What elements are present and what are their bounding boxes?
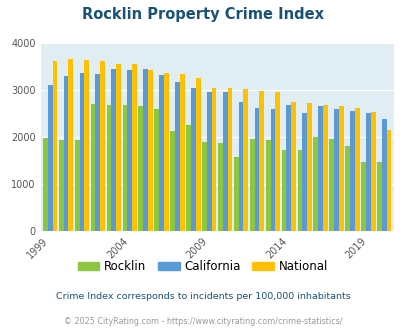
Bar bbox=[370, 112, 375, 231]
Text: © 2025 CityRating.com - https://www.cityrating.com/crime-statistics/: © 2025 CityRating.com - https://www.city… bbox=[64, 317, 341, 326]
Bar bbox=[132, 64, 136, 231]
Bar bbox=[322, 105, 327, 231]
Bar bbox=[249, 139, 254, 231]
Bar bbox=[243, 89, 247, 231]
Bar bbox=[43, 138, 48, 231]
Bar bbox=[170, 131, 175, 231]
Bar bbox=[318, 106, 322, 231]
Bar bbox=[302, 114, 306, 231]
Bar bbox=[195, 78, 200, 231]
Bar bbox=[381, 119, 386, 231]
Bar bbox=[281, 150, 286, 231]
Bar bbox=[217, 143, 222, 231]
Bar bbox=[122, 106, 127, 231]
Bar bbox=[333, 109, 338, 231]
Bar bbox=[111, 69, 116, 231]
Legend: Rocklin, California, National: Rocklin, California, National bbox=[73, 255, 332, 278]
Bar bbox=[227, 87, 232, 231]
Bar bbox=[100, 61, 105, 231]
Bar bbox=[286, 105, 290, 231]
Bar bbox=[297, 149, 302, 231]
Bar bbox=[275, 92, 279, 231]
Bar bbox=[202, 142, 207, 231]
Text: Rocklin Property Crime Index: Rocklin Property Crime Index bbox=[82, 7, 323, 21]
Bar bbox=[344, 147, 349, 231]
Bar bbox=[59, 140, 64, 231]
Bar bbox=[313, 137, 318, 231]
Bar bbox=[127, 70, 132, 231]
Bar bbox=[290, 102, 295, 231]
Bar bbox=[48, 85, 52, 231]
Bar bbox=[386, 130, 390, 231]
Bar bbox=[79, 74, 84, 231]
Bar bbox=[338, 106, 343, 231]
Bar bbox=[365, 114, 370, 231]
Bar bbox=[179, 74, 184, 231]
Bar bbox=[265, 140, 270, 231]
Bar bbox=[64, 76, 68, 231]
Bar bbox=[349, 111, 354, 231]
Bar bbox=[159, 75, 164, 231]
Bar bbox=[254, 108, 259, 231]
Bar bbox=[148, 70, 152, 231]
Bar bbox=[95, 74, 100, 231]
Bar bbox=[175, 82, 179, 231]
Bar bbox=[238, 102, 243, 231]
Bar bbox=[190, 88, 195, 231]
Bar bbox=[68, 59, 73, 231]
Bar bbox=[164, 74, 168, 231]
Bar bbox=[84, 60, 89, 231]
Bar bbox=[222, 92, 227, 231]
Bar bbox=[116, 64, 121, 231]
Bar bbox=[270, 109, 275, 231]
Bar bbox=[107, 105, 111, 231]
Bar bbox=[138, 106, 143, 231]
Bar bbox=[186, 125, 190, 231]
Text: Crime Index corresponds to incidents per 100,000 inhabitants: Crime Index corresponds to incidents per… bbox=[55, 292, 350, 301]
Bar bbox=[154, 109, 159, 231]
Bar bbox=[211, 88, 216, 231]
Bar bbox=[306, 103, 311, 231]
Bar bbox=[376, 162, 381, 231]
Bar bbox=[233, 157, 238, 231]
Bar bbox=[75, 140, 79, 231]
Bar bbox=[259, 91, 264, 231]
Bar bbox=[52, 61, 57, 231]
Bar bbox=[354, 108, 359, 231]
Bar bbox=[328, 139, 333, 231]
Bar bbox=[90, 104, 95, 231]
Bar bbox=[360, 162, 365, 231]
Bar bbox=[207, 92, 211, 231]
Bar bbox=[143, 69, 148, 231]
